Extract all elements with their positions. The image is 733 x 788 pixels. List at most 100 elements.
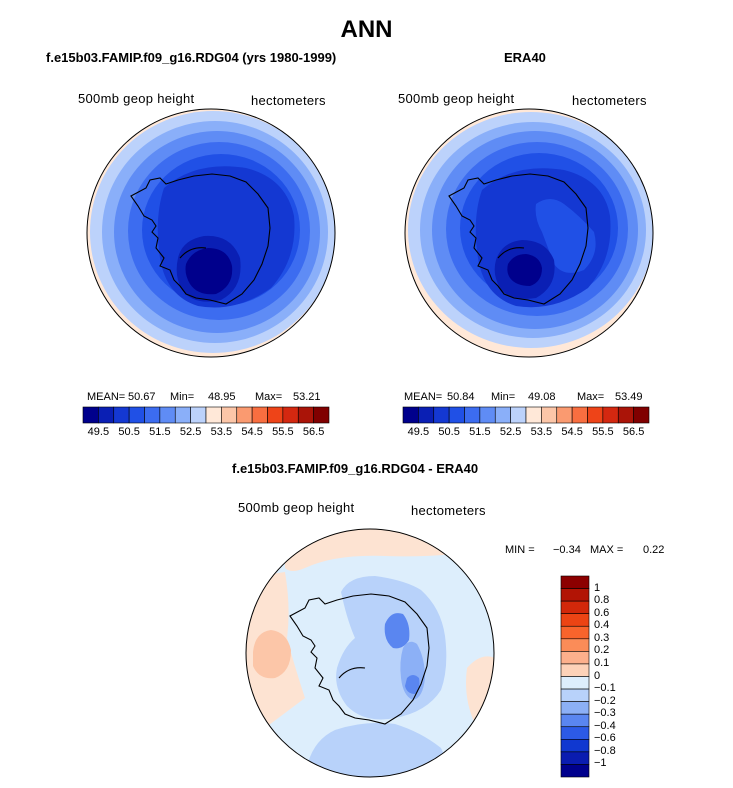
map3-border xyxy=(245,528,495,778)
panel-3-colorbar-ticks: 1 0.8 0.6 0.4 0.3 0.2 0.1 0 −0.1 −0.2 −0.3 −0.4 −0.6… xyxy=(594,576,634,777)
map1-border xyxy=(86,108,336,358)
panel-1-colorbar-box xyxy=(221,406,238,424)
panel-2-colorbar-tick-label: 52.5 xyxy=(499,426,522,438)
panel-2-max-value: 53.49 xyxy=(615,391,643,403)
panel-3-colorbar-box xyxy=(560,701,590,715)
panel-3-colorbar-box xyxy=(560,713,590,728)
panel-1-max-label: Max= xyxy=(255,391,283,403)
panel-2-min-value: 49.08 xyxy=(528,391,556,403)
panel-2-colorbar-box xyxy=(602,406,619,424)
panel-1-colorbar-box xyxy=(236,406,253,424)
panel-3-colorbar-tick-label: 0.1 xyxy=(594,656,610,669)
panel-2-colorbar-box xyxy=(479,406,496,424)
map3-pos-west-core xyxy=(253,630,291,679)
map2-band-1 xyxy=(507,254,542,286)
panel-2-mean-value: 50.84 xyxy=(447,391,475,403)
panel-1-colorbar-tick-label: 50.5 xyxy=(118,426,140,438)
panel-3-colorbar-box xyxy=(560,638,590,652)
map3-neg-core-1 xyxy=(384,613,410,649)
panel-2-min-label: Min= xyxy=(491,391,516,403)
panel-1-min-value: 48.95 xyxy=(208,391,236,403)
panel-2-colorbar-box xyxy=(617,406,634,424)
panel-1-mean-label: MEAN= xyxy=(87,391,126,403)
panel-1-colorbar-tick-label: 55.5 xyxy=(272,426,294,438)
panel-2-variable-label: 500mb geop height xyxy=(398,91,515,106)
panel-3-colorbar-box xyxy=(560,764,590,778)
panel-1-colorbar-box xyxy=(313,406,330,424)
panel-2-colorbar-tick-label: 56.5 xyxy=(622,426,645,438)
panel-2-colorbar-ticks: 49.5 50.5 51.5 52.5 53.5 54.5 55.5 56.5 xyxy=(403,426,649,440)
panel-3-title: f.e15b03.FAMIP.f09_g16.RDG04 - ERA40 xyxy=(232,461,479,476)
panel-3-colorbar-box xyxy=(560,600,590,614)
panel-2-colorbar-box xyxy=(418,406,435,424)
panel-3-colorbar-tick-label: −0.6 xyxy=(594,732,616,745)
panel-3-max-value: 0.22 xyxy=(643,544,665,556)
panel-1-title: f.e15b03.FAMIP.f09_g16.RDG04 (yrs 1980-1… xyxy=(46,50,337,65)
panel-1-colorbar-box xyxy=(98,406,115,424)
panel-2-colorbar-box xyxy=(541,406,558,424)
panel-3-colorbar-tick-label: 1 xyxy=(594,581,601,594)
panel-3-colorbar-tick-label: −0.2 xyxy=(594,694,616,707)
map2-border xyxy=(404,108,654,358)
panel-2-colorbar-box xyxy=(510,406,527,424)
panel-1-colorbar-box xyxy=(251,406,268,424)
panel-2-colorbar-box xyxy=(633,406,650,424)
panel-3-colorbar-tick-label: 0.6 xyxy=(594,606,610,619)
panel-3-min-label: MIN = xyxy=(505,544,535,556)
panel-1-colorbar-box xyxy=(128,406,145,424)
map3-neg-core-2 xyxy=(405,675,420,694)
panel-1-colorbar-box xyxy=(282,406,299,424)
panel-2-colorbar-box xyxy=(402,406,419,424)
panel-1-colorbar-tick-label: 56.5 xyxy=(302,426,325,438)
panel-3-colorbar-box xyxy=(560,625,590,640)
panel-1-colorbar-tick-label: 53.5 xyxy=(210,426,233,438)
panel-3-polar-map xyxy=(245,528,495,778)
panel-3-colorbar-box xyxy=(560,676,590,690)
panel-3-max-label: MAX = xyxy=(590,544,624,556)
panel-3-colorbar xyxy=(560,575,590,778)
panel-3-colorbar-box xyxy=(560,751,590,765)
panel-1-colorbar-tick-label: 52.5 xyxy=(179,426,202,438)
panel-3-colorbar-box xyxy=(560,575,590,589)
panel-1-colorbar-box xyxy=(174,406,191,424)
panel-3-units-label: hectometers xyxy=(411,503,486,518)
panel-3-colorbar-tick-label: 0.2 xyxy=(594,644,610,657)
panel-2-colorbar-tick-label: 50.5 xyxy=(438,426,460,438)
panel-1-polar-map xyxy=(86,108,336,358)
panel-1-min-label: Min= xyxy=(170,391,195,403)
panel-1-units-label: hectometers xyxy=(251,93,326,108)
panel-1-colorbar xyxy=(82,406,330,424)
panel-3-colorbar-tick-label: −0.3 xyxy=(594,707,616,720)
panel-1-colorbar-box xyxy=(205,406,222,424)
map1-coastline xyxy=(130,173,271,305)
panel-2-colorbar-tick-label: 51.5 xyxy=(469,426,491,438)
panel-2-colorbar-box xyxy=(525,406,542,424)
map3-neg-south xyxy=(305,722,455,777)
panel-1-colorbar-box xyxy=(144,406,161,424)
panel-3-colorbar-box xyxy=(560,651,590,665)
panel-3-colorbar-tick-label: 0 xyxy=(594,669,601,682)
map2-coastline xyxy=(448,173,589,305)
panel-3-colorbar-box xyxy=(560,663,590,677)
map1-band-1 xyxy=(185,248,233,295)
panel-3-colorbar-tick-label: −1 xyxy=(594,757,607,770)
page-title: ANN xyxy=(340,16,393,43)
panel-1-variable-label: 500mb geop height xyxy=(78,91,195,106)
panel-3-min-value: −0.34 xyxy=(553,544,581,556)
panel-2-mean-label: MEAN= xyxy=(404,391,443,403)
panel-1-colorbar-box xyxy=(190,406,207,424)
panel-1-colorbar-box xyxy=(297,406,314,424)
panel-3-colorbar-box xyxy=(560,588,590,602)
panel-1-colorbar-box xyxy=(82,406,99,424)
panel-3-colorbar-tick-label: 0.3 xyxy=(594,631,610,644)
panel-2-colorbar-box xyxy=(433,406,450,424)
panel-3-colorbar-tick-label: −0.1 xyxy=(594,682,616,695)
panel-2-colorbar xyxy=(402,406,650,424)
panel-3-colorbar-box xyxy=(560,726,590,740)
panel-3-colorbar-box xyxy=(560,688,590,702)
panel-2-colorbar-box xyxy=(556,406,573,424)
panel-3-colorbar-tick-label: 0.4 xyxy=(594,619,610,632)
panel-1-colorbar-box xyxy=(113,406,130,424)
panel-3-colorbar-box xyxy=(560,613,590,627)
panel-2-colorbar-box xyxy=(448,406,465,424)
